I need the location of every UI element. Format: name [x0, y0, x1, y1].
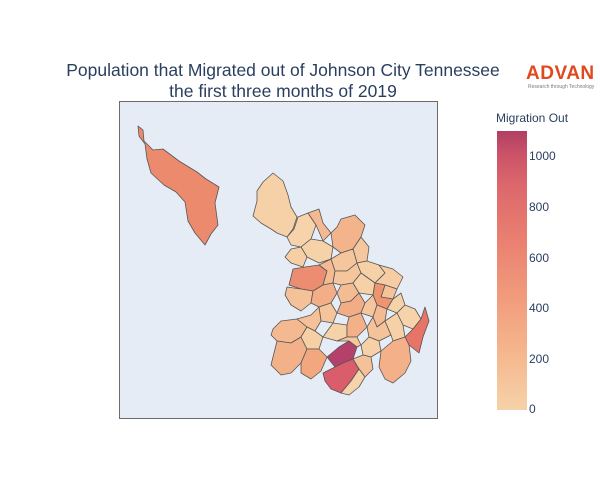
map-region[interactable]	[378, 336, 412, 384]
map-region[interactable]	[360, 294, 378, 318]
logo-tagline: Research through Technology	[528, 84, 595, 90]
map-title-line-1: Population that Migrated out of Johnson …	[66, 60, 500, 80]
map-region[interactable]	[137, 125, 220, 246]
map-svg[interactable]	[120, 102, 439, 420]
map-title-line-2: the first three months of 2019	[169, 81, 397, 101]
map-region[interactable]	[318, 302, 338, 324]
colorbar-tick-label: 600	[529, 251, 550, 265]
map-region[interactable]	[300, 348, 328, 380]
map-title: Population that Migrated out of Johnson …	[28, 60, 538, 102]
logo-wordmark: ADVAN	[526, 63, 595, 84]
map-region[interactable]	[346, 312, 368, 338]
colorbar-tick-label: 0	[529, 402, 536, 416]
advan-logo: ADVAN Research through Technology	[526, 64, 598, 94]
map-region[interactable]	[284, 286, 314, 312]
colorbar-tick-label: 200	[529, 352, 550, 366]
colorbar	[497, 131, 527, 410]
choropleth-map[interactable]	[119, 101, 438, 419]
colorbar-tick-label: 400	[529, 301, 550, 315]
map-region[interactable]	[284, 246, 308, 268]
colorbar-title: Migration Out	[496, 111, 569, 125]
colorbar-tick-label: 800	[529, 200, 550, 214]
map-region[interactable]	[310, 282, 338, 308]
colorbar-tick-label: 1000	[529, 149, 556, 163]
map-region[interactable]	[252, 172, 298, 238]
map-region[interactable]	[340, 368, 366, 396]
